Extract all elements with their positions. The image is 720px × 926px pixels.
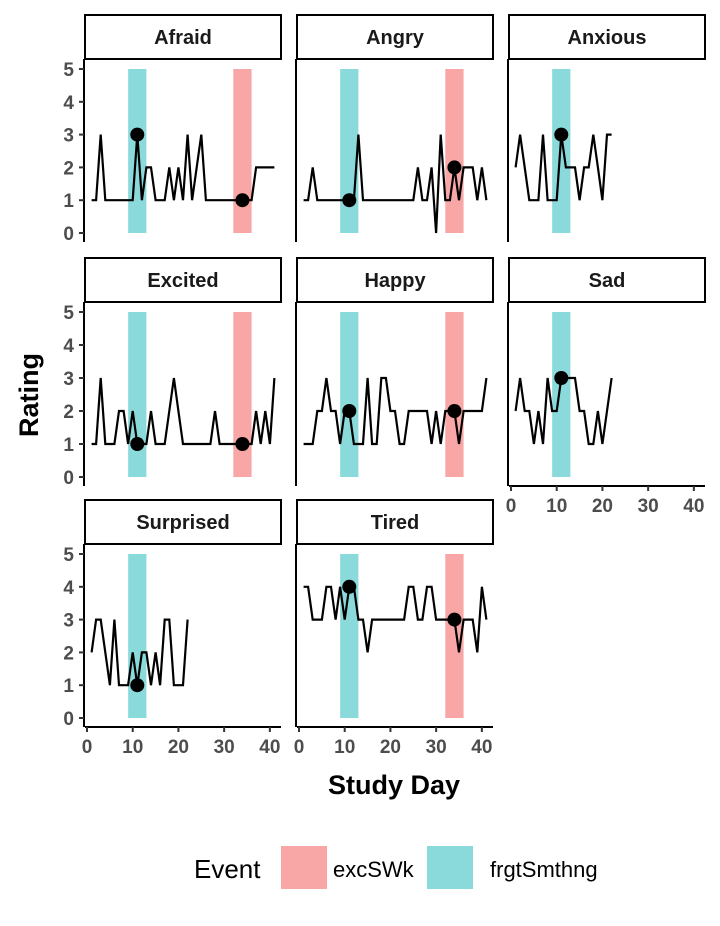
x-tick-label: 10 <box>334 737 355 758</box>
x-tick-label: 0 <box>506 496 517 517</box>
series-line <box>303 134 488 234</box>
y-tick-label: 5 <box>63 303 74 324</box>
y-tick-label: 3 <box>63 126 74 147</box>
panel-title: Afraid <box>154 27 212 49</box>
y-tick-label: 1 <box>63 191 74 212</box>
x-tick-label: 20 <box>168 737 189 758</box>
event-point <box>130 678 145 693</box>
panel-title: Happy <box>364 270 426 292</box>
panel-title: Sad <box>589 270 626 292</box>
event-band-frgtSmthng <box>128 554 147 718</box>
series-line <box>303 376 488 446</box>
series-line <box>303 585 488 653</box>
event-point <box>554 127 569 142</box>
x-tick-label: 30 <box>426 737 447 758</box>
x-tick-label: 0 <box>294 737 305 758</box>
x-tick-label: 20 <box>592 496 613 517</box>
event-point <box>554 371 569 385</box>
panel-strip <box>84 499 282 545</box>
panel-sad: Sad 0 10 20 30 40 <box>506 257 706 517</box>
panel-title: Tired <box>371 512 420 534</box>
panel-afraid: Afraid 0 1 2 3 4 5 <box>63 14 282 245</box>
x-tick-label: 40 <box>471 737 492 758</box>
x-tick-label: 10 <box>122 737 143 758</box>
event-band-frgtSmthng <box>340 312 359 477</box>
event-band-frgtSmthng <box>128 312 147 477</box>
event-point <box>447 612 462 627</box>
x-tick-label: 40 <box>683 496 704 517</box>
y-tick-label: 3 <box>63 611 74 632</box>
y-tick-label: 4 <box>63 93 74 114</box>
panel-angry: Angry <box>295 14 494 242</box>
panel-tired: Tired 0 10 20 30 40 <box>294 499 494 758</box>
x-tick-label: 30 <box>214 737 235 758</box>
panel-surprised: Surprised 0 1 2 3 4 5 0 10 20 30 40 <box>63 499 282 758</box>
y-tick-label: 1 <box>63 435 74 456</box>
y-tick-label: 5 <box>63 545 74 566</box>
event-point <box>342 193 357 208</box>
event-band-frgtSmthng <box>340 554 359 718</box>
y-tick-label: 0 <box>63 468 74 489</box>
event-band-excSWk <box>233 69 252 233</box>
event-point <box>447 404 462 418</box>
event-band-frgtSmthng <box>552 69 571 233</box>
panel-happy: Happy <box>295 257 494 486</box>
panel-strip <box>296 499 494 545</box>
y-tick-label: 4 <box>63 578 74 599</box>
panel-strip <box>508 257 706 303</box>
event-point <box>342 579 357 594</box>
event-band-excSWk <box>445 69 464 233</box>
panel-strip <box>84 257 282 303</box>
panel-title: Excited <box>147 270 218 292</box>
panel-strip <box>84 14 282 60</box>
legend-title: Event <box>194 854 261 884</box>
panel-excited: Excited 0 1 2 3 4 5 <box>63 257 282 489</box>
panel-title: Angry <box>366 27 425 49</box>
event-band-excSWk <box>233 312 252 477</box>
x-tick-label: 10 <box>546 496 567 517</box>
panel-strip <box>296 257 494 303</box>
event-point <box>130 127 145 142</box>
panel-strip <box>508 14 706 60</box>
x-tick-label: 0 <box>82 737 93 758</box>
y-tick-label: 0 <box>63 709 74 730</box>
panel-strip <box>296 14 494 60</box>
panel-title: Surprised <box>136 512 229 534</box>
y-tick-label: 3 <box>63 369 74 390</box>
event-band-excSWk <box>445 554 464 718</box>
y-tick-label: 1 <box>63 676 74 697</box>
x-tick-label: 30 <box>638 496 659 517</box>
event-point <box>235 437 250 451</box>
y-tick-label: 0 <box>63 224 74 245</box>
event-point <box>235 193 250 208</box>
event-band-excSWk <box>445 312 464 477</box>
x-tick-label: 40 <box>259 737 280 758</box>
series-line <box>90 618 189 687</box>
event-band-frgtSmthng <box>552 312 571 477</box>
legend: Event excSWk frgtSmthng <box>194 846 598 889</box>
event-point <box>130 437 145 451</box>
y-tick-label: 5 <box>63 60 74 81</box>
event-band-frgtSmthng <box>128 69 147 233</box>
legend-swatch-excSWk <box>281 846 327 889</box>
y-tick-label: 2 <box>63 402 74 423</box>
x-axis-title: Study Day <box>328 770 460 800</box>
series-line <box>514 133 612 202</box>
event-point <box>342 404 357 418</box>
y-axis-title: Rating <box>14 353 44 437</box>
y-tick-label: 4 <box>63 336 74 357</box>
legend-label: frgtSmthng <box>490 857 598 882</box>
legend-label: excSWk <box>333 857 415 882</box>
panel-title: Anxious <box>568 27 647 49</box>
x-tick-label: 20 <box>380 737 401 758</box>
y-tick-label: 2 <box>63 643 74 664</box>
event-point <box>447 160 462 175</box>
legend-swatch-frgtSmthng <box>427 846 473 889</box>
panel-anxious: Anxious <box>507 14 706 242</box>
y-tick-label: 2 <box>63 158 74 179</box>
event-band-frgtSmthng <box>340 69 359 233</box>
